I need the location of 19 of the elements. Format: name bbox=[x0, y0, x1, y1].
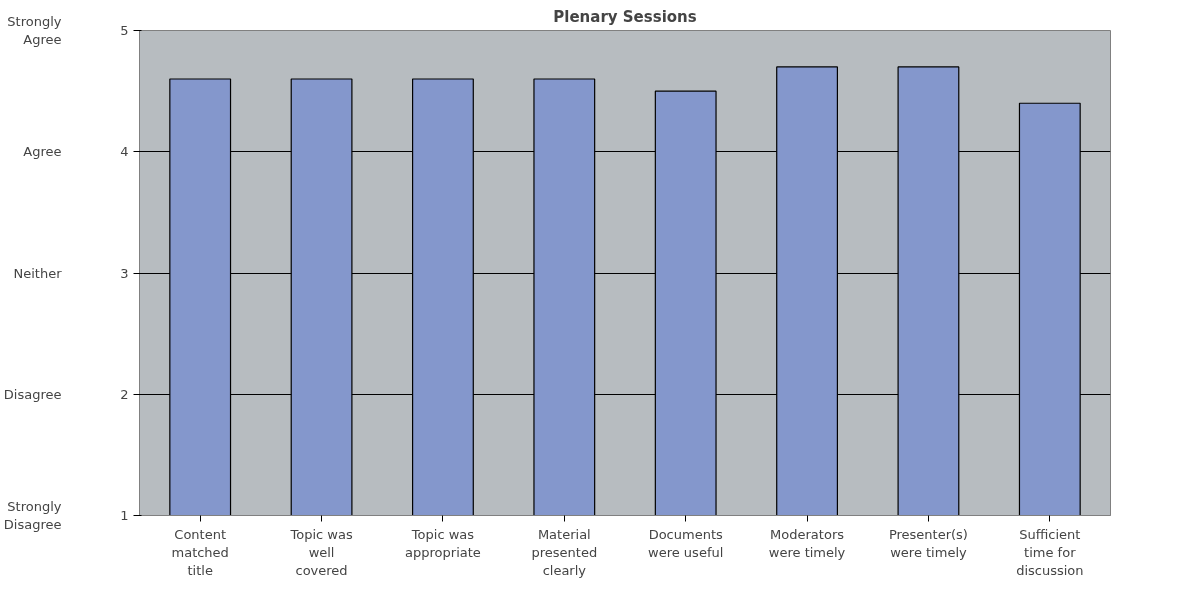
y-tick-label: 4 bbox=[120, 144, 129, 160]
x-tick-label: Topic was appropriate bbox=[405, 526, 481, 560]
text: Agree bbox=[23, 144, 62, 160]
text: Strongly Agree bbox=[7, 14, 62, 47]
y-tick-label: 5 bbox=[120, 23, 129, 38]
x-tick-label: Material presented clearly bbox=[531, 526, 598, 578]
x-tick-label: Documents were useful bbox=[648, 526, 724, 560]
y-tick-label: 2 bbox=[120, 386, 129, 402]
text: Neither bbox=[13, 265, 63, 281]
y-tick-label: 1 bbox=[120, 508, 129, 523]
x-tick-label: Topic was well covered bbox=[289, 526, 353, 578]
x-tick-label: Content matched title bbox=[171, 526, 229, 578]
text: Disagree bbox=[3, 386, 62, 402]
chart-title: Plenary Sessions bbox=[553, 7, 697, 26]
text: Strongly Disagree bbox=[3, 499, 62, 532]
y-tick-label: 3 bbox=[120, 265, 129, 281]
x-tick-label: Presenter(s) were timely bbox=[888, 526, 968, 560]
x-tick-label: Moderators were timely bbox=[768, 526, 846, 560]
x-tick-label: Sufficient time for discussion bbox=[1016, 526, 1084, 578]
